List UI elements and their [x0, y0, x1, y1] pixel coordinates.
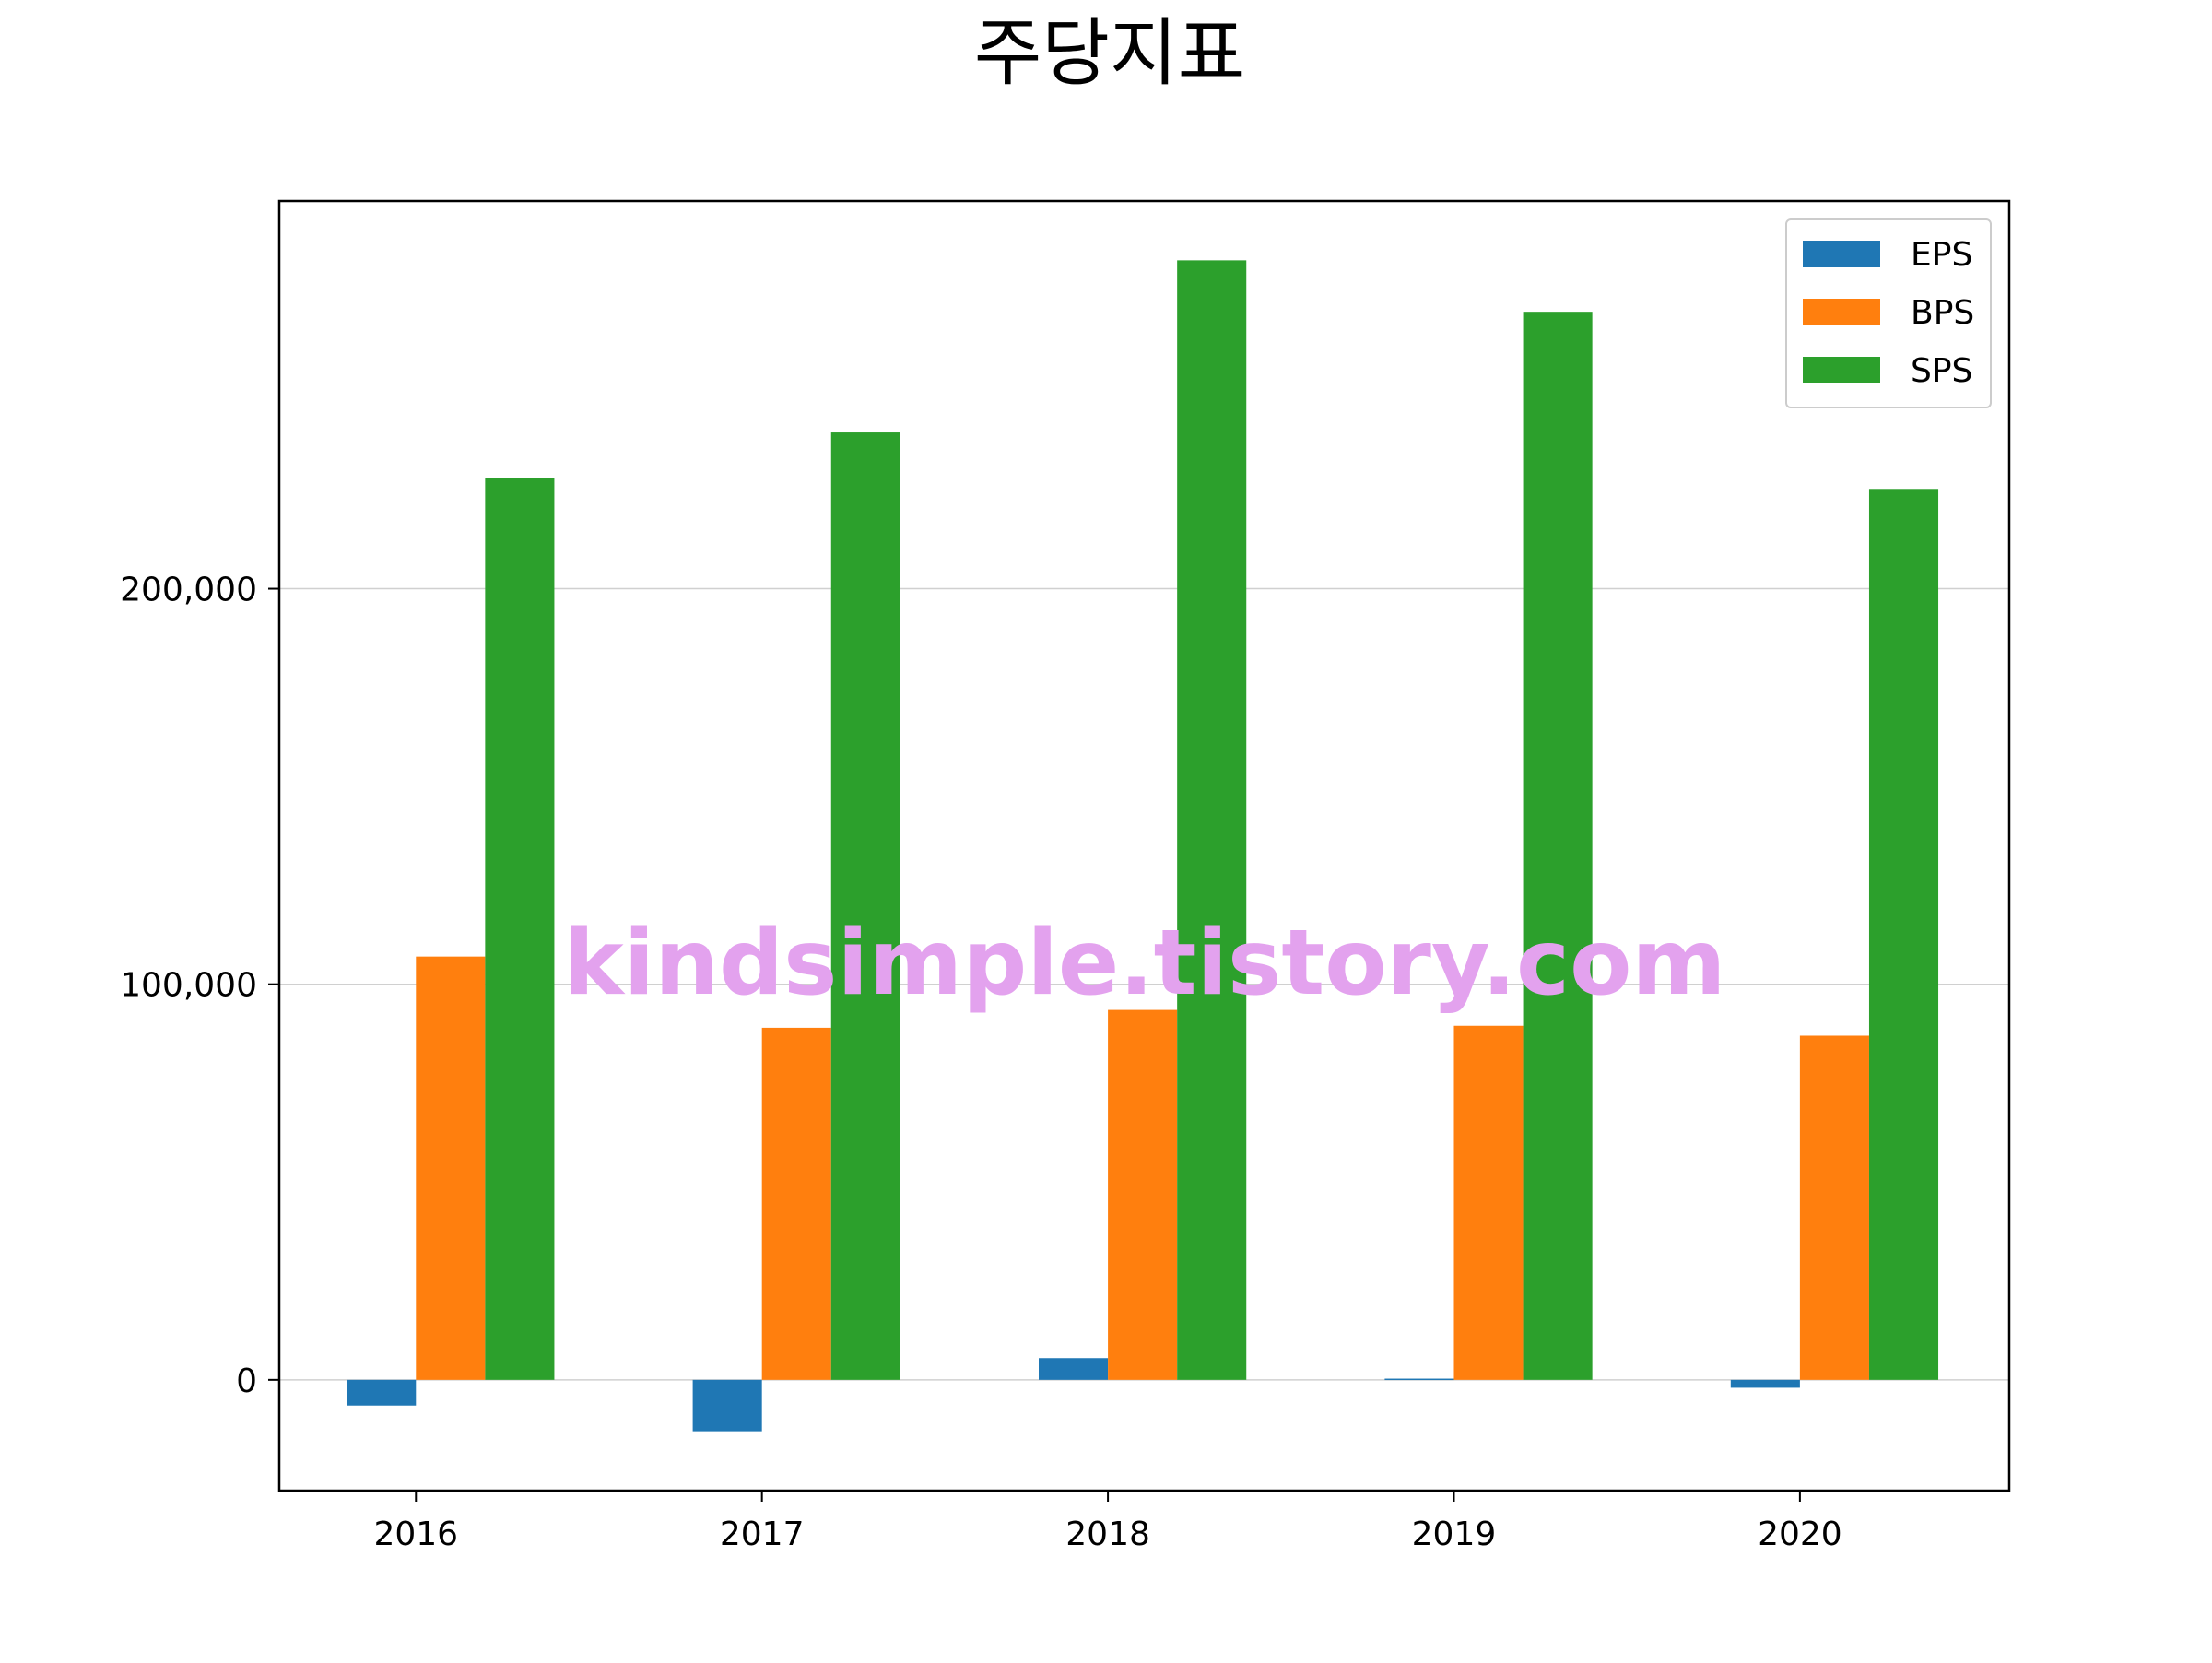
watermark-text: kindsimple.tistory.com [563, 911, 1725, 1016]
chart-title: 주당지표 [974, 10, 1245, 96]
bar-bps-2018 [1108, 1009, 1178, 1380]
legend-label-eps: EPS [1911, 236, 1972, 274]
bar-eps-2019 [1384, 1378, 1454, 1381]
x-tick-label: 2019 [1412, 1516, 1497, 1553]
x-tick-label: 2017 [720, 1516, 805, 1553]
bar-eps-2020 [1730, 1379, 1800, 1388]
y-tick-label: 200,000 [120, 572, 257, 609]
bar-eps-2018 [1039, 1358, 1109, 1380]
bar-bps-2017 [761, 1027, 831, 1380]
legend-label-sps: SPS [1911, 352, 1972, 390]
y-axis: 0 100,000 200,000 [120, 572, 279, 1400]
legend-swatch-sps [1803, 357, 1880, 383]
y-tick-label: 0 [236, 1362, 257, 1400]
bar-sps-2016 [485, 478, 555, 1380]
bars-layer [347, 260, 1939, 1432]
bar-bps-2019 [1453, 1025, 1524, 1380]
legend: EPS BPS SPS [1785, 218, 1992, 408]
bar-sps-2019 [1523, 312, 1593, 1380]
bar-eps-2016 [347, 1379, 417, 1406]
y-tick-label: 100,000 [120, 967, 257, 1005]
bar-bps-2020 [1799, 1035, 1869, 1380]
x-tick-label: 2018 [1065, 1516, 1150, 1553]
x-axis: 2016 2017 2018 2019 2020 [373, 1491, 1842, 1553]
bar-bps-2016 [416, 956, 486, 1380]
bar-sps-2020 [1868, 489, 1939, 1380]
bar-sps-2017 [830, 432, 900, 1380]
x-tick-label: 2020 [1758, 1516, 1842, 1553]
legend-swatch-bps [1803, 299, 1880, 325]
legend-label-bps: BPS [1911, 294, 1974, 332]
bar-eps-2017 [692, 1379, 762, 1432]
bar-sps-2018 [1177, 260, 1247, 1380]
plot-frame [277, 199, 2011, 1492]
legend-swatch-eps [1803, 241, 1880, 267]
x-tick-label: 2016 [373, 1516, 458, 1553]
